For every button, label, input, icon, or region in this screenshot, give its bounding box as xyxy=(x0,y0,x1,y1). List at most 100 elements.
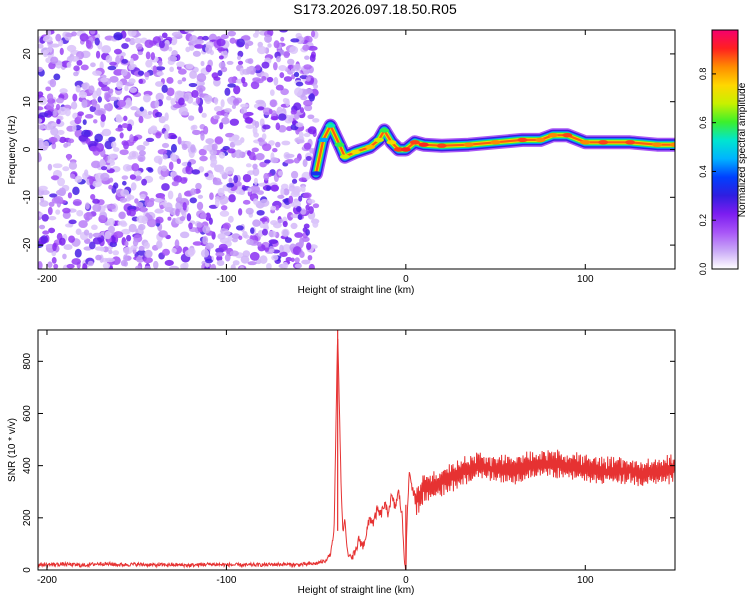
noise-blob xyxy=(221,117,230,125)
noise-blob xyxy=(233,139,243,146)
noise-blob xyxy=(106,165,111,170)
noise-blob xyxy=(298,131,304,139)
noise-blob xyxy=(312,203,320,209)
noise-blob xyxy=(154,111,163,118)
noise-blob xyxy=(307,199,316,204)
ridge-point xyxy=(311,171,322,176)
snr-plot-area xyxy=(38,330,675,570)
noise-blob xyxy=(88,85,95,94)
noise-blob xyxy=(222,222,231,230)
noise-blob xyxy=(154,81,164,87)
noise-blob xyxy=(305,204,310,211)
noise-blob xyxy=(268,230,277,238)
y-tick-label: 400 xyxy=(22,457,33,474)
noise-blob xyxy=(101,128,112,137)
noise-blob xyxy=(127,30,137,37)
noise-blob xyxy=(189,70,198,79)
noise-blob xyxy=(90,62,96,68)
noise-blob xyxy=(143,113,152,119)
noise-blob xyxy=(313,84,319,89)
noise-blob xyxy=(179,231,190,239)
ridge-point xyxy=(334,142,345,147)
noise-blob xyxy=(164,112,169,121)
noise-blob xyxy=(255,153,265,161)
noise-blob xyxy=(115,116,124,123)
noise-blob xyxy=(90,193,96,200)
noise-blob xyxy=(104,140,114,150)
noise-blob xyxy=(141,215,148,225)
noise-blob xyxy=(181,111,190,116)
noise-blob xyxy=(186,213,192,222)
noise-blob xyxy=(304,104,313,112)
noise-blob xyxy=(170,152,177,161)
noise-blob xyxy=(299,107,305,114)
noise-blob xyxy=(224,253,231,262)
noise-blob xyxy=(252,198,259,205)
noise-blob xyxy=(117,220,123,226)
noise-blob xyxy=(290,222,298,230)
noise-blob xyxy=(92,203,102,212)
noise-blob xyxy=(161,183,170,191)
noise-blob xyxy=(43,123,54,131)
noise-blob xyxy=(247,187,252,193)
y-tick-label: 800 xyxy=(22,353,33,370)
noise-blob xyxy=(277,194,285,199)
noise-blob xyxy=(215,251,225,257)
noise-blob xyxy=(96,87,102,97)
noise-blob xyxy=(124,240,129,247)
noise-blob xyxy=(121,43,129,50)
noise-blob xyxy=(72,93,78,102)
noise-blob xyxy=(109,76,119,83)
noise-blob xyxy=(118,211,126,220)
noise-blob xyxy=(294,87,303,97)
noise-blob xyxy=(198,87,203,96)
noise-blob xyxy=(218,151,226,159)
noise-blob xyxy=(138,223,146,231)
x-tick-label: -200 xyxy=(37,274,57,285)
noise-blob xyxy=(214,198,220,208)
noise-blob xyxy=(122,246,133,255)
noise-blob xyxy=(290,109,297,115)
x-tick-label: -100 xyxy=(216,575,236,586)
noise-blob xyxy=(272,147,278,153)
ridge-point xyxy=(418,142,429,147)
noise-blob xyxy=(300,185,306,193)
noise-blob xyxy=(94,37,100,46)
noise-blob xyxy=(147,167,154,173)
ridge-point xyxy=(517,137,528,143)
noise-blob xyxy=(48,201,55,207)
noise-blob xyxy=(123,115,128,122)
noise-blob xyxy=(300,95,308,101)
noise-blob xyxy=(111,141,117,149)
noise-blob xyxy=(129,58,134,67)
noise-blob xyxy=(235,225,244,231)
noise-blob xyxy=(246,66,251,75)
noise-blob xyxy=(104,231,112,240)
noise-blob xyxy=(154,99,160,108)
noise-blob xyxy=(294,257,300,264)
ridge-point xyxy=(393,147,404,152)
x-tick-label: 0 xyxy=(403,575,409,586)
noise-blob xyxy=(113,32,123,41)
ridge-point xyxy=(625,140,636,145)
noise-blob xyxy=(136,249,147,256)
noise-blob xyxy=(217,187,225,197)
noise-blob xyxy=(173,175,183,183)
noise-blob xyxy=(199,81,206,86)
noise-blob xyxy=(278,113,287,121)
noise-blob xyxy=(67,192,73,199)
snr-y-ticks: 0 200 400 600 800 xyxy=(22,353,675,573)
noise-blob xyxy=(192,50,201,57)
noise-blob xyxy=(234,149,243,159)
y-tick-label: 200 xyxy=(22,509,33,526)
noise-blob xyxy=(220,99,225,108)
noise-blob xyxy=(266,76,274,83)
noise-blob xyxy=(115,55,121,65)
noise-blob xyxy=(92,237,103,245)
noise-blob xyxy=(306,242,312,250)
noise-blob xyxy=(256,46,267,55)
noise-blob xyxy=(47,261,53,268)
noise-blob xyxy=(187,115,195,121)
noise-blob xyxy=(239,265,245,269)
noise-blob xyxy=(292,187,300,196)
